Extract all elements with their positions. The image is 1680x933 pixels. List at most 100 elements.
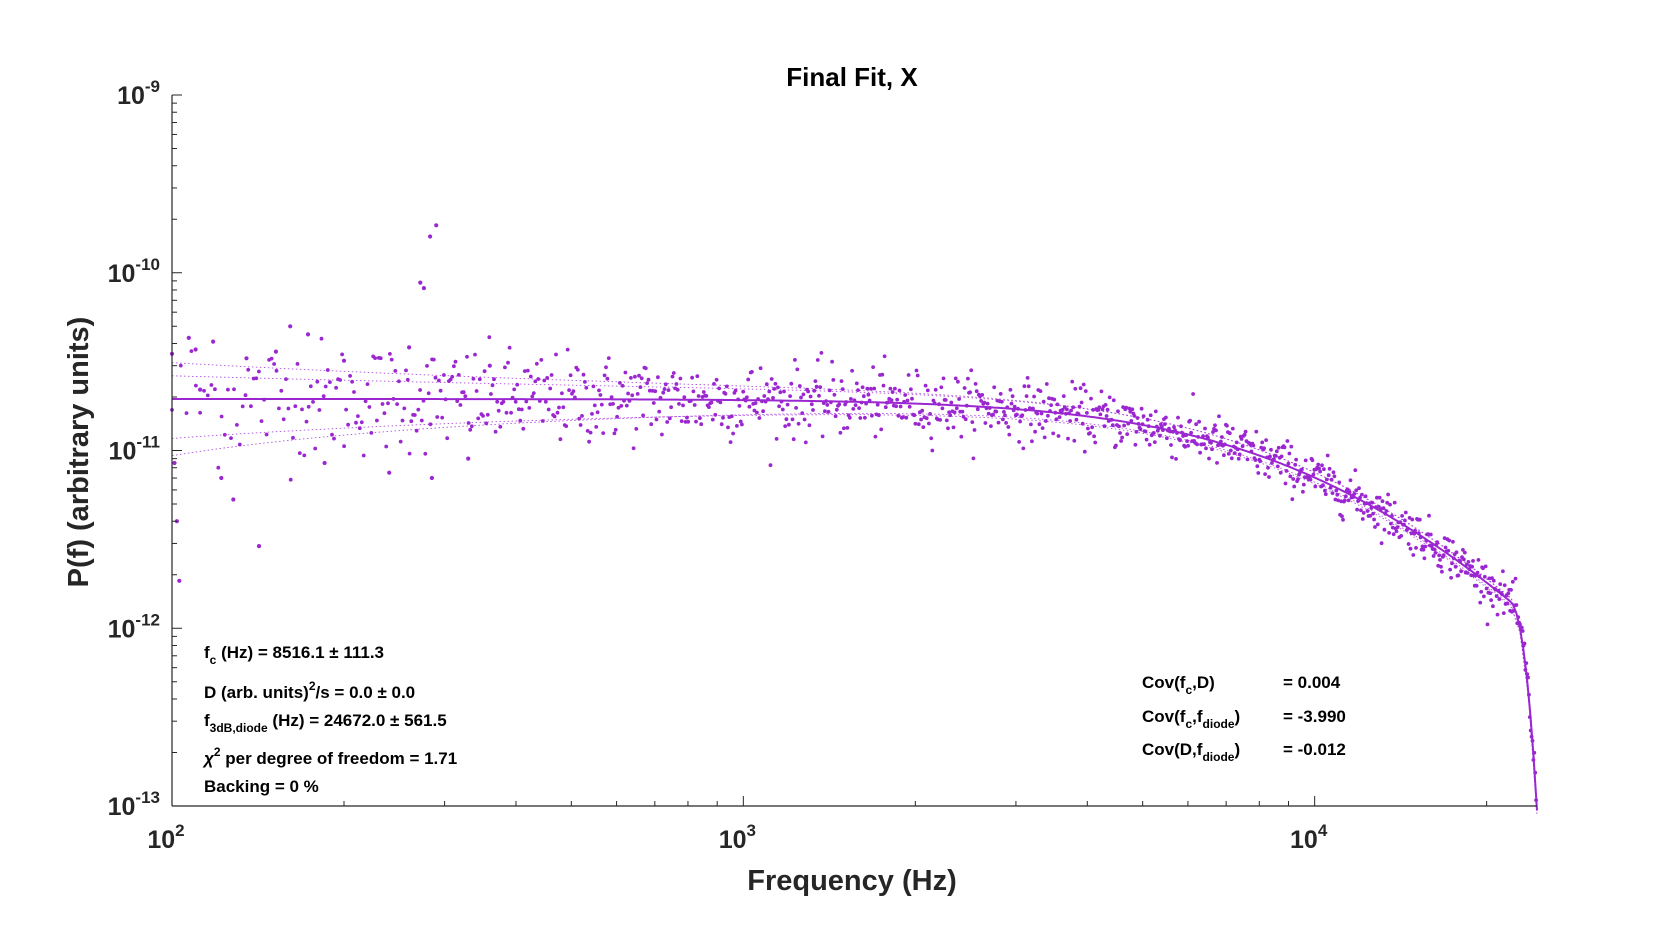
- data-point: [435, 415, 440, 419]
- data-point: [662, 387, 667, 391]
- data-point: [468, 427, 473, 432]
- data-point: [466, 421, 471, 425]
- data-point: [623, 370, 628, 375]
- data-point: [785, 402, 790, 407]
- data-point: [1119, 439, 1123, 443]
- data-point: [954, 406, 959, 411]
- data-point: [1391, 532, 1396, 537]
- data-point: [719, 422, 724, 427]
- data-point: [1049, 403, 1053, 407]
- data-point: [581, 372, 586, 377]
- data-point: [425, 364, 429, 368]
- data-point-outlier: [421, 286, 426, 291]
- data-point-outlier: [198, 387, 203, 392]
- data-point: [1225, 423, 1229, 428]
- data-point: [344, 407, 348, 412]
- data-point: [317, 408, 322, 412]
- data-point: [1489, 598, 1493, 602]
- data-point: [868, 386, 873, 391]
- data-point: [219, 414, 224, 419]
- data-point: [1278, 470, 1283, 475]
- data-point: [1448, 567, 1452, 572]
- data-point: [1239, 437, 1244, 441]
- data-point: [635, 392, 640, 396]
- data-point: [1470, 564, 1474, 569]
- data-point: [1102, 424, 1107, 429]
- data-point: [966, 376, 970, 381]
- data-point: [949, 400, 954, 405]
- data-point: [656, 375, 660, 380]
- data-point: [463, 394, 468, 399]
- data-point: [471, 376, 476, 381]
- data-point: [594, 425, 599, 429]
- upper-error-envelope: [171, 362, 1538, 808]
- data-point: [1009, 401, 1014, 406]
- data-point: [714, 377, 719, 382]
- data-point: [1354, 488, 1359, 493]
- data-point: [694, 419, 698, 424]
- data-point: [431, 357, 436, 362]
- data-point: [469, 424, 474, 429]
- data-point: [970, 420, 975, 424]
- data-point: [334, 385, 338, 390]
- data-point: [578, 423, 583, 427]
- data-point: [782, 389, 786, 394]
- data-point: [302, 453, 307, 458]
- data-point: [1370, 500, 1375, 505]
- data-point: [643, 366, 648, 371]
- data-point: [1197, 419, 1201, 424]
- data-point: [1024, 394, 1029, 398]
- data-point: [871, 365, 875, 369]
- data-point: [493, 429, 498, 434]
- data-point: [671, 371, 676, 375]
- chart-title: Final Fit, X: [786, 62, 918, 92]
- data-point: [814, 384, 819, 389]
- data-point: [1449, 575, 1453, 580]
- data-point: [796, 421, 801, 426]
- data-point: [565, 347, 570, 352]
- data-point: [1027, 406, 1032, 410]
- data-point: [915, 373, 920, 378]
- data-point: [1012, 404, 1017, 409]
- data-point: [1057, 415, 1062, 419]
- data-point: [710, 417, 715, 422]
- data-point: [726, 425, 730, 430]
- data-point: [1227, 431, 1232, 436]
- data-point-outlier: [341, 358, 347, 363]
- data-point: [237, 442, 242, 447]
- data-point: [1026, 384, 1031, 389]
- data-point: [1255, 464, 1260, 469]
- data-point: [1124, 405, 1129, 410]
- data-point: [1341, 517, 1345, 522]
- data-point: [952, 410, 957, 415]
- fit-parameters-annotation: fc (Hz) = 8516.1 ± 111.3 D (arb. units)2/…: [202, 643, 457, 796]
- data-point: [1340, 514, 1344, 519]
- data-point: [1270, 461, 1274, 465]
- data-point: [880, 372, 885, 377]
- data-point: [595, 410, 600, 415]
- data-point: [363, 399, 368, 404]
- data-point: [801, 392, 806, 397]
- data-point: [1215, 461, 1219, 465]
- data-point: [1293, 462, 1298, 467]
- data-point: [767, 389, 772, 394]
- data-point: [213, 387, 217, 392]
- data-point: [1328, 485, 1333, 490]
- data-point: [313, 446, 318, 451]
- data-point: [838, 430, 843, 435]
- data-point: [898, 404, 903, 409]
- data-point: [1275, 464, 1280, 469]
- data-point: [277, 406, 281, 411]
- data-point: [251, 376, 256, 381]
- data-point: [348, 374, 352, 378]
- data-point: [1481, 566, 1485, 571]
- data-point: [1363, 494, 1368, 499]
- data-point: [989, 424, 993, 428]
- data-point: [291, 435, 295, 440]
- data-point: [346, 422, 350, 427]
- data-point: [613, 427, 618, 432]
- y-tick-label: 10-11: [109, 433, 160, 466]
- data-point: [907, 404, 912, 409]
- data-point: [1169, 443, 1173, 447]
- data-point: [1488, 591, 1493, 596]
